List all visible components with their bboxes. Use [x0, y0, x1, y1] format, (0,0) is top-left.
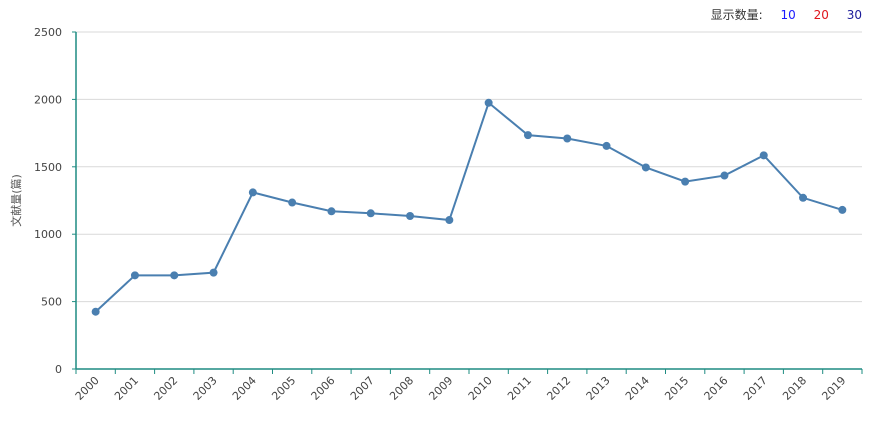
data-point[interactable] — [602, 141, 611, 150]
x-tick-label: 2003 — [191, 374, 220, 403]
data-point[interactable] — [838, 205, 847, 214]
axes — [72, 31, 863, 374]
data-point[interactable] — [563, 134, 572, 143]
data-point[interactable] — [327, 207, 336, 216]
x-tick-label: 2006 — [309, 374, 338, 403]
y-tick-label: 2000 — [34, 93, 62, 106]
series-line — [94, 101, 843, 313]
x-tick-labels: 2000 2001 2002 2003 2004 2005 2006 2007 2008 2009… — [73, 374, 849, 403]
y-tick-label: 1000 — [34, 228, 62, 241]
x-tick-label: 2004 — [230, 374, 259, 403]
y-tick-label: 0 — [55, 363, 62, 376]
x-tick-label: 2001 — [112, 374, 141, 403]
x-tick-label: 2000 — [73, 374, 102, 403]
data-point[interactable] — [681, 177, 690, 186]
count-option-30[interactable]: 30 — [846, 8, 862, 22]
x-tick-label: 2014 — [623, 374, 652, 403]
x-tick-label: 2008 — [387, 374, 416, 403]
x-tick-label: 2011 — [505, 374, 534, 403]
x-tick-label: 2002 — [151, 374, 180, 403]
x-tick-label: 2017 — [741, 374, 770, 403]
x-tick-label: 2015 — [662, 374, 691, 403]
x-tick-label: 2009 — [426, 374, 455, 403]
x-tick-label: 2005 — [269, 374, 298, 403]
count-option-20[interactable]: 20 — [813, 8, 829, 22]
data-point[interactable] — [641, 163, 650, 172]
count-selector: 显示数量: 10 20 30 — [711, 6, 862, 23]
count-option-10[interactable]: 10 — [780, 8, 796, 22]
data-point[interactable] — [720, 171, 729, 180]
grid-lines — [76, 31, 862, 303]
data-point[interactable] — [445, 216, 454, 225]
data-point[interactable] — [170, 271, 179, 280]
y-tick-label: 500 — [41, 296, 62, 309]
x-tick-label: 2007 — [348, 374, 377, 403]
data-point[interactable] — [288, 198, 297, 207]
x-tick-label: 2019 — [819, 374, 848, 403]
data-point[interactable] — [799, 193, 808, 202]
data-point[interactable] — [248, 188, 257, 197]
series — [91, 98, 847, 316]
data-point[interactable] — [406, 212, 415, 221]
data-point[interactable] — [366, 209, 375, 218]
data-point[interactable] — [209, 268, 218, 277]
data-point[interactable] — [523, 131, 532, 140]
data-point[interactable] — [91, 307, 100, 316]
x-tick-label: 2013 — [584, 374, 613, 403]
x-tick-label: 2018 — [780, 374, 809, 403]
y-axis-label: 文献量(篇) — [9, 174, 23, 227]
x-tick-label: 2012 — [544, 374, 573, 403]
data-point[interactable] — [759, 151, 768, 160]
data-point[interactable] — [130, 271, 139, 280]
x-tick-label: 2010 — [466, 374, 495, 403]
data-point[interactable] — [484, 98, 493, 107]
y-tick-label: 1500 — [34, 161, 62, 174]
y-tick-label: 2500 — [34, 26, 62, 39]
count-selector-label: 显示数量: — [710, 8, 763, 22]
x-tick-label: 2016 — [702, 374, 731, 403]
y-tick-labels: 0 500 1000 1500 2000 2500 — [34, 26, 62, 376]
